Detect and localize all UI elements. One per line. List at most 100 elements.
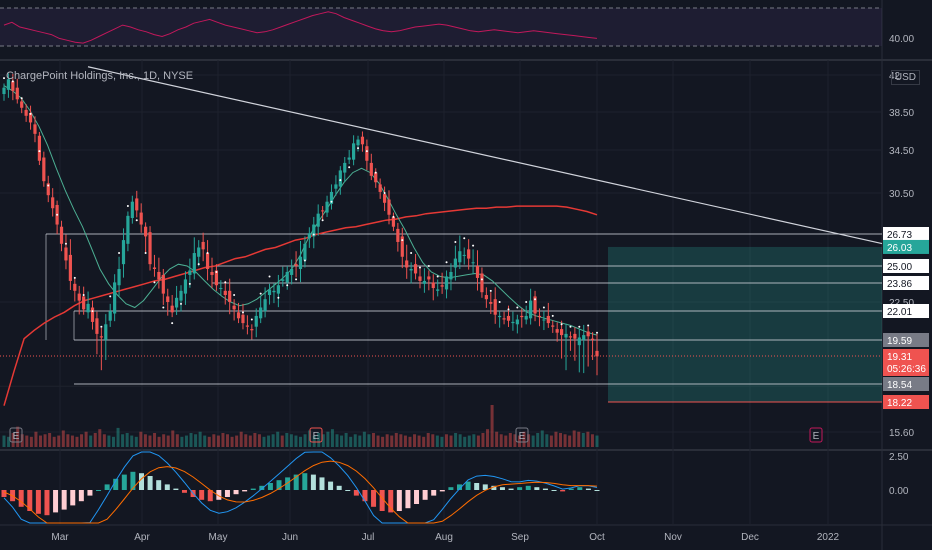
- rsi-indicator[interactable]: [3, 11, 598, 44]
- candle-body[interactable]: [436, 289, 440, 291]
- candle-body[interactable]: [113, 282, 117, 314]
- candle-body[interactable]: [427, 276, 431, 280]
- candle-body[interactable]: [46, 183, 50, 196]
- candle-body[interactable]: [161, 274, 165, 294]
- candle-body[interactable]: [135, 198, 139, 211]
- candle-body[interactable]: [582, 335, 586, 340]
- candle-body[interactable]: [356, 139, 360, 146]
- candle-body[interactable]: [590, 338, 595, 340]
- candle-body[interactable]: [537, 315, 542, 318]
- candle-body[interactable]: [281, 279, 285, 281]
- candle-body[interactable]: [294, 264, 298, 266]
- symbol-title[interactable]: ChargePoint Holdings, Inc., 1D, NYSE: [6, 70, 194, 82]
- candle-body[interactable]: [6, 79, 11, 90]
- candle-body[interactable]: [272, 290, 276, 293]
- candle-body[interactable]: [245, 325, 249, 327]
- candle-body[interactable]: [524, 315, 528, 320]
- candle-body[interactable]: [298, 256, 303, 269]
- candle-body[interactable]: [99, 336, 103, 338]
- candle-body[interactable]: [413, 264, 418, 274]
- candle-body[interactable]: [396, 228, 400, 242]
- candle-body[interactable]: [126, 215, 130, 244]
- macd-indicator[interactable]: [1, 451, 600, 524]
- candle-body[interactable]: [219, 288, 223, 290]
- candle-body[interactable]: [529, 300, 533, 319]
- candle-body[interactable]: [152, 267, 157, 269]
- candle-body[interactable]: [493, 299, 497, 315]
- candle-body[interactable]: [259, 307, 263, 319]
- candle-body[interactable]: [431, 282, 435, 289]
- candle-body[interactable]: [378, 184, 382, 192]
- candle-body[interactable]: [104, 324, 108, 340]
- candle-body[interactable]: [82, 296, 86, 310]
- candle-body[interactable]: [595, 350, 599, 357]
- candle-body[interactable]: [462, 254, 466, 256]
- candle-body[interactable]: [139, 212, 143, 225]
- candle-body[interactable]: [382, 194, 387, 203]
- candle-body[interactable]: [121, 240, 126, 265]
- candle-body[interactable]: [555, 329, 559, 333]
- candle-body[interactable]: [542, 319, 546, 321]
- candle-body[interactable]: [484, 295, 488, 300]
- candle-body[interactable]: [586, 331, 590, 337]
- candle-body[interactable]: [418, 276, 422, 281]
- candle-body[interactable]: [453, 258, 457, 268]
- candle-body[interactable]: [157, 271, 161, 280]
- candle-body[interactable]: [329, 191, 334, 204]
- candle-body[interactable]: [409, 268, 413, 271]
- candle-body[interactable]: [449, 271, 453, 280]
- candle-body[interactable]: [11, 81, 15, 91]
- candle-body[interactable]: [498, 315, 502, 318]
- candle-body[interactable]: [148, 232, 152, 265]
- candle-body[interactable]: [573, 333, 577, 339]
- candle-body[interactable]: [86, 303, 90, 313]
- candle-body[interactable]: [210, 271, 214, 275]
- candle-body[interactable]: [15, 87, 19, 100]
- candle-body[interactable]: [520, 315, 524, 318]
- candle-body[interactable]: [77, 293, 81, 301]
- currency-label[interactable]: USD: [890, 70, 920, 85]
- candle-body[interactable]: [360, 136, 365, 145]
- time-axis[interactable]: Mar Apr May Jun Jul Aug Sep Oct Nov Dec 2022: [51, 532, 839, 543]
- candle-body[interactable]: [228, 290, 232, 302]
- earnings-marker-2[interactable]: E: [515, 427, 529, 443]
- candle-body[interactable]: [511, 321, 515, 324]
- candle-body[interactable]: [117, 268, 121, 286]
- candle-body[interactable]: [316, 213, 320, 227]
- candle-body[interactable]: [480, 273, 484, 293]
- candle-body[interactable]: [352, 143, 356, 160]
- candle-body[interactable]: [471, 262, 475, 264]
- candle-body[interactable]: [24, 109, 28, 116]
- candle-body[interactable]: [205, 253, 210, 269]
- candle-body[interactable]: [444, 276, 449, 290]
- candle-body[interactable]: [325, 201, 329, 213]
- candle-body[interactable]: [20, 101, 24, 108]
- candle-body[interactable]: [321, 210, 325, 212]
- candle-body[interactable]: [365, 146, 369, 161]
- candle-body[interactable]: [254, 315, 258, 327]
- candle-body[interactable]: [174, 297, 179, 308]
- candle-body[interactable]: [241, 314, 245, 324]
- candle-body[interactable]: [489, 302, 493, 304]
- candlesticks[interactable]: [2, 73, 599, 376]
- candle-body[interactable]: [267, 289, 272, 296]
- candle-body[interactable]: [502, 318, 506, 320]
- trendline[interactable]: [87, 66, 883, 245]
- candle-body[interactable]: [201, 241, 205, 250]
- candle-body[interactable]: [90, 307, 95, 322]
- candle-body[interactable]: [37, 135, 42, 161]
- descending-trendline[interactable]: [87, 66, 883, 245]
- candle-body[interactable]: [546, 315, 550, 324]
- candle-body[interactable]: [33, 124, 37, 134]
- candle-body[interactable]: [506, 315, 511, 321]
- candle-body[interactable]: [303, 243, 307, 261]
- candle-body[interactable]: [28, 112, 33, 123]
- candle-body[interactable]: [188, 270, 192, 275]
- candle-body[interactable]: [73, 283, 77, 291]
- candle-body[interactable]: [334, 184, 338, 189]
- candle-body[interactable]: [405, 260, 409, 268]
- candle-body[interactable]: [559, 329, 564, 336]
- candle-body[interactable]: [59, 226, 64, 244]
